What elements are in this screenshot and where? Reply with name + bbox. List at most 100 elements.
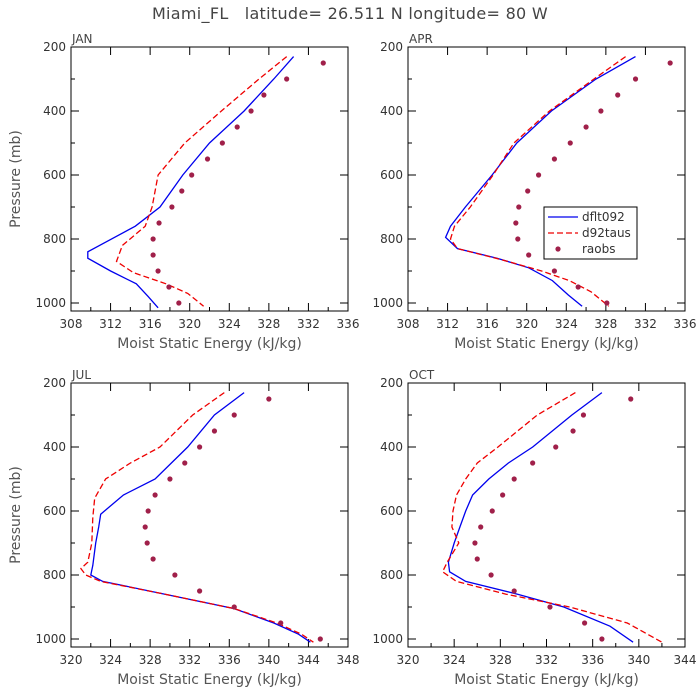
raobs-point bbox=[152, 492, 158, 498]
raobs-point bbox=[189, 172, 195, 178]
x-tick-label: 328 bbox=[257, 317, 280, 331]
x-tick-label: 328 bbox=[594, 317, 617, 331]
raobs-point bbox=[615, 92, 621, 98]
raobs-point bbox=[176, 300, 182, 306]
x-axis-label: Moist Static Energy (kJ/kg) bbox=[117, 672, 302, 688]
raobs-point bbox=[261, 92, 267, 98]
raobs-point bbox=[551, 268, 558, 274]
x-tick-label: 308 bbox=[397, 317, 420, 331]
raobs-point bbox=[489, 508, 495, 514]
x-tick-label: 344 bbox=[674, 653, 697, 667]
x-tick-label: 336 bbox=[581, 653, 604, 667]
legend-label-d92taus: d92taus bbox=[582, 226, 631, 240]
y-tick-label: 1000 bbox=[372, 632, 403, 646]
x-tick-label: 316 bbox=[139, 317, 162, 331]
chart-panel-oct: OCT 320 324 328 332 336 340 344 200 400 600 800 1000… bbox=[372, 368, 696, 688]
x-tick-label: 336 bbox=[218, 653, 241, 667]
raobs-point bbox=[234, 124, 240, 130]
raobs-point bbox=[598, 108, 604, 114]
x-tick-label: 340 bbox=[257, 653, 280, 667]
raobs-point bbox=[211, 428, 218, 434]
raobs-point bbox=[604, 300, 610, 306]
y-tick-label: 200 bbox=[380, 376, 403, 390]
raobs-point bbox=[179, 188, 185, 194]
x-tick-label: 312 bbox=[436, 317, 459, 331]
x-axis-label: Moist Static Energy (kJ/kg) bbox=[454, 672, 639, 688]
raobs-point bbox=[567, 140, 573, 146]
raobs-point bbox=[266, 396, 272, 402]
y-tick-label: 1000 bbox=[35, 296, 66, 310]
legend-label-dflt092: dflt092 bbox=[582, 210, 625, 224]
dflt092-line bbox=[444, 56, 636, 307]
raobs-point bbox=[515, 236, 521, 242]
raobs-point bbox=[169, 204, 175, 210]
raobs-point bbox=[547, 604, 553, 610]
y-tick-label: 600 bbox=[380, 504, 403, 518]
x-tick-label: 320 bbox=[178, 317, 201, 331]
x-tick-label: 324 bbox=[218, 317, 241, 331]
y-tick-label: 600 bbox=[43, 504, 66, 518]
raobs-point bbox=[583, 124, 589, 130]
x-tick-label: 324 bbox=[555, 317, 578, 331]
y-tick-label: 800 bbox=[43, 232, 66, 246]
x-tick-label: 348 bbox=[337, 653, 360, 667]
x-tick-label: 308 bbox=[60, 317, 83, 331]
y-tick-label: 800 bbox=[380, 232, 403, 246]
x-tick-label: 332 bbox=[634, 317, 657, 331]
raobs-point bbox=[474, 556, 480, 562]
x-tick-label: 328 bbox=[139, 653, 162, 667]
raobs-point bbox=[526, 252, 532, 258]
x-tick-label: 344 bbox=[297, 653, 320, 667]
y-tick-label: 600 bbox=[380, 168, 403, 182]
raobs-point bbox=[142, 524, 148, 530]
panel-month-label: JUL bbox=[71, 368, 91, 382]
y-tick-label: 800 bbox=[43, 568, 66, 582]
panel-month-label: OCT bbox=[409, 368, 435, 382]
raobs-point bbox=[219, 140, 225, 146]
chart-panel-jan: JAN 308 312 316 320 324 328 332 336 200 400 600 800 1… bbox=[8, 32, 359, 352]
y-tick-label: 400 bbox=[380, 104, 403, 118]
raobs-point bbox=[150, 252, 156, 258]
raobs-point bbox=[204, 156, 211, 162]
raobs-point bbox=[628, 396, 634, 402]
x-axis-label: Moist Static Energy (kJ/kg) bbox=[117, 336, 302, 352]
x-axis-label: Moist Static Energy (kJ/kg) bbox=[454, 336, 639, 352]
raobs-point bbox=[320, 60, 326, 66]
dflt092-line bbox=[90, 392, 311, 643]
raobs-point bbox=[248, 108, 254, 114]
raobs-point bbox=[511, 476, 517, 482]
dflt092-line bbox=[447, 392, 634, 643]
y-tick-label: 200 bbox=[43, 376, 66, 390]
x-tick-label: 320 bbox=[60, 653, 83, 667]
x-tick-label: 316 bbox=[476, 317, 499, 331]
x-tick-label: 332 bbox=[178, 653, 201, 667]
d92taus-line bbox=[449, 56, 626, 307]
panel-month-label: JAN bbox=[71, 32, 93, 46]
x-tick-label: 332 bbox=[297, 317, 320, 331]
raobs-point bbox=[197, 588, 203, 594]
y-tick-label: 800 bbox=[380, 568, 403, 582]
y-tick-label: 200 bbox=[380, 40, 403, 54]
x-tick-label: 324 bbox=[443, 653, 466, 667]
raobs-point bbox=[278, 620, 284, 626]
x-tick-label: 324 bbox=[99, 653, 122, 667]
y-tick-label: 200 bbox=[43, 40, 66, 54]
raobs-point bbox=[197, 444, 203, 450]
plot-frame bbox=[70, 382, 349, 648]
plot-frame bbox=[407, 46, 686, 312]
raobs-point bbox=[488, 572, 494, 578]
x-tick-label: 320 bbox=[397, 653, 420, 667]
raobs-point bbox=[144, 540, 150, 546]
y-tick-label: 400 bbox=[43, 104, 66, 118]
x-tick-label: 328 bbox=[489, 653, 512, 667]
raobs-point bbox=[525, 188, 531, 194]
raobs-point bbox=[156, 220, 162, 226]
raobs-point bbox=[155, 268, 161, 274]
raobs-point bbox=[599, 636, 605, 642]
raobs-point bbox=[553, 444, 559, 450]
raobs-point bbox=[182, 460, 188, 466]
d92taus-line bbox=[441, 392, 663, 643]
raobs-point bbox=[530, 460, 536, 466]
